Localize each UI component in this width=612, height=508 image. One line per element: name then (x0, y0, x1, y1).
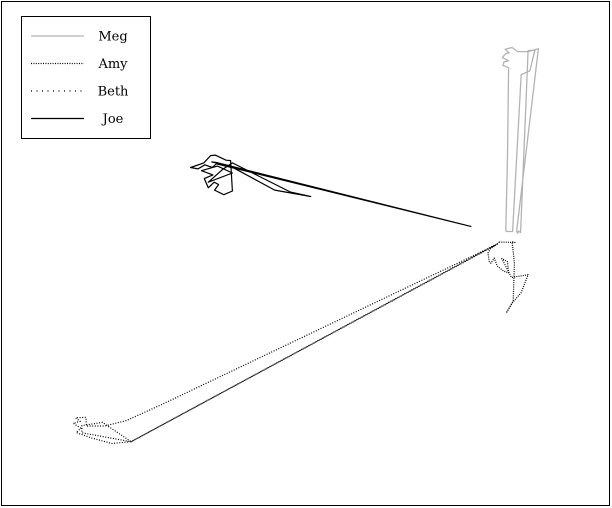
legend: Meg Amy Beth Joe (21, 16, 151, 139)
legend-label-beth: Beth (98, 85, 129, 100)
legend-box (21, 16, 151, 139)
legend-item-beth: Beth (31, 85, 129, 100)
legend-label-amy: Amy (97, 57, 128, 72)
legend-label-joe: Joe (101, 112, 124, 127)
plot-area (72, 46, 540, 445)
legend-item-meg: Meg (31, 30, 128, 45)
series-line-amy (487, 241, 529, 314)
legend-item-amy: Amy (31, 57, 128, 72)
legend-item-joe: Joe (31, 112, 124, 127)
series-line-meg (501, 46, 540, 234)
legend-label-meg: Meg (98, 30, 127, 45)
series-line-joe (190, 154, 472, 227)
